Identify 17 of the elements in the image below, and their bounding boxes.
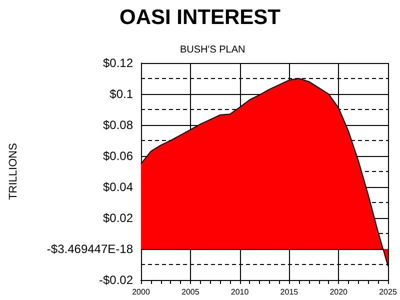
y-tick-label: -$3.469447E-18 [46,242,134,256]
y-tick-label: $0.02 [102,211,134,225]
x-tick-label: 2010 [230,288,250,296]
chart-title: OASI INTEREST [119,6,281,29]
x-tick-label: 2000 [132,288,150,296]
y-tick-label: $0.12 [102,56,134,70]
x-tick-label: 2005 [182,288,200,296]
x-tick-label: 2020 [330,288,348,296]
x-tick-label: 2025 [379,288,398,296]
chart-subtitle: BUSH'S PLAN [180,44,246,56]
y-tick-label: $0.04 [102,180,134,194]
y-axis-title: TRILLIONS [8,143,20,200]
y-tick-label: $0.06 [102,149,134,163]
y-tick-label: -$0.02 [98,273,134,287]
x-tick-label: 2015 [280,288,299,296]
y-tick-label: $0.1 [110,87,134,101]
y-tick-label: $0.08 [102,118,134,132]
